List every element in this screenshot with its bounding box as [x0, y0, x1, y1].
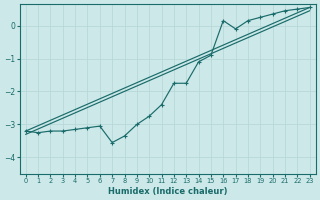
X-axis label: Humidex (Indice chaleur): Humidex (Indice chaleur): [108, 187, 228, 196]
